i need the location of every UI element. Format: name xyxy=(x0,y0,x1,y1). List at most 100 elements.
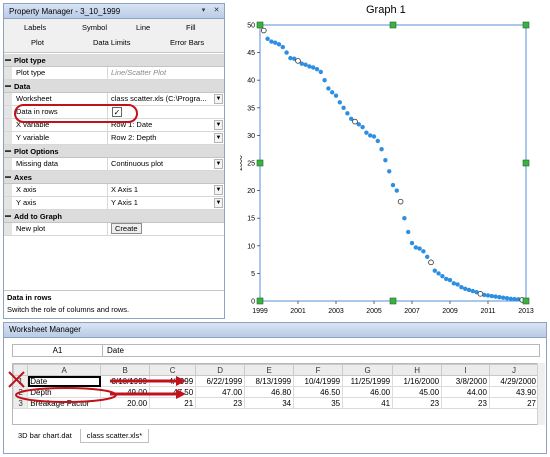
worksheet-cell[interactable]: 34 xyxy=(244,397,295,409)
section-add-to-graph[interactable]: ▬ Add to Graph xyxy=(4,210,224,223)
worksheet-cell[interactable]: Date xyxy=(27,375,102,387)
y-tick-label: 30 xyxy=(247,133,255,140)
data-point xyxy=(371,134,377,139)
row-header[interactable]: 3 xyxy=(13,397,29,409)
worksheet-cell[interactable]: 4/1999 xyxy=(149,375,197,387)
worksheet-cell[interactable]: 47.50 xyxy=(149,386,197,398)
hollow-data-point xyxy=(352,118,358,125)
tab-plot[interactable]: Plot xyxy=(31,38,44,47)
x-variable-select[interactable]: Row 1: Date ▼ xyxy=(111,120,223,130)
worksheet-cell[interactable]: 21 xyxy=(149,397,197,409)
worksheet-cell[interactable]: 44.00 xyxy=(441,386,490,398)
y-variable-select[interactable]: Row 2: Depth ▼ xyxy=(111,133,223,143)
sheet-tab-3d-bar-chart[interactable]: 3D bar chart.dat xyxy=(18,431,72,440)
column-header-h[interactable]: H xyxy=(392,364,443,376)
corner-header[interactable] xyxy=(13,364,29,376)
collapse-icon[interactable]: ▬ xyxy=(5,213,11,219)
column-header-f[interactable]: F xyxy=(293,364,344,376)
y-tick-label: 5 xyxy=(251,271,255,278)
create-button[interactable]: Create xyxy=(111,223,142,234)
scatter-chart[interactable]: 0 5 10 15 20 25 30 35 40 45 50 1999 2001 2003 2005 2007… xyxy=(240,15,540,318)
worksheet-cell[interactable]: 43.90 xyxy=(488,386,539,398)
data-point xyxy=(447,277,453,283)
data-point xyxy=(288,55,293,61)
missing-data-select[interactable]: Continuous plot ▼ xyxy=(111,159,223,169)
vertical-scrollbar[interactable] xyxy=(537,363,545,425)
column-header-j[interactable]: J xyxy=(488,364,539,376)
tab-data-limits[interactable]: Data Limits xyxy=(93,38,131,47)
chevron-down-icon[interactable]: ▼ xyxy=(214,159,223,169)
worksheet-cell[interactable]: 41 xyxy=(342,397,394,409)
collapse-icon[interactable]: ▬ xyxy=(5,83,11,89)
row-label: Y axis xyxy=(12,197,108,209)
y-tick-label: 45 xyxy=(247,50,255,57)
column-header-c[interactable]: C xyxy=(149,364,197,376)
worksheet-cell[interactable]: 49.00 xyxy=(100,386,151,398)
tab-line[interactable]: Line xyxy=(136,23,151,32)
cell-reference[interactable]: A1 xyxy=(13,345,103,356)
row-header[interactable]: 1 xyxy=(13,375,29,387)
worksheet-cell[interactable]: 47.00 xyxy=(195,386,246,398)
section-axes[interactable]: ▬ Axes xyxy=(4,171,224,184)
worksheet-cell[interactable]: Depth xyxy=(27,386,102,398)
pin-icon[interactable]: ▾ xyxy=(201,6,206,14)
close-icon[interactable]: ✕ xyxy=(213,6,220,14)
worksheet-cell[interactable]: 6/22/1999 xyxy=(195,375,246,387)
worksheet-cell[interactable]: 10/4/1999 xyxy=(293,375,344,387)
y-axis-select[interactable]: Y Axis 1 ▼ xyxy=(111,198,223,208)
chevron-down-icon[interactable]: ▼ xyxy=(214,185,223,195)
worksheet-cell[interactable]: 45.00 xyxy=(392,386,443,398)
worksheet-cell[interactable]: 3/10/1999 xyxy=(100,375,151,387)
worksheet-cell[interactable]: 46.80 xyxy=(244,386,295,398)
row-label: Missing data xyxy=(12,158,108,170)
section-plot-type[interactable]: ▬ Plot type xyxy=(4,54,224,67)
x-tick-label: 2007 xyxy=(404,308,420,315)
chevron-down-icon[interactable]: ▼ xyxy=(214,94,223,104)
worksheet-cell[interactable]: 23 xyxy=(392,397,443,409)
worksheet-cell[interactable]: 27 xyxy=(488,397,539,409)
section-plot-options[interactable]: ▬ Plot Options xyxy=(4,145,224,158)
worksheet-select[interactable]: class scatter.xls (C:\Progra... ▼ xyxy=(111,94,223,104)
section-data[interactable]: ▬ Data xyxy=(4,80,224,93)
tab-fill[interactable]: Fill xyxy=(186,23,196,32)
data-in-rows-checkbox[interactable]: ✓ xyxy=(112,107,122,117)
chevron-down-icon[interactable]: ▼ xyxy=(214,133,223,143)
worksheet-cell[interactable]: 11/25/1999 xyxy=(342,375,394,387)
row-header[interactable]: 2 xyxy=(13,386,29,398)
column-header-e[interactable]: E xyxy=(244,364,295,376)
data-point xyxy=(333,93,339,98)
chevron-down-icon[interactable]: ▼ xyxy=(214,120,223,130)
column-header-g[interactable]: G xyxy=(342,364,394,376)
worksheet-cell[interactable]: 20.00 xyxy=(100,397,151,409)
collapse-icon[interactable]: ▬ xyxy=(5,57,11,63)
collapse-icon[interactable]: ▬ xyxy=(5,174,11,180)
data-point xyxy=(265,36,270,41)
worksheet-cell[interactable]: 23 xyxy=(441,397,490,409)
tab-error-bars[interactable]: Error Bars xyxy=(170,38,205,47)
column-header-d[interactable]: D xyxy=(195,364,246,376)
column-header-a[interactable]: A xyxy=(27,364,102,376)
worksheet-cell[interactable]: 3/8/2000 xyxy=(441,375,490,387)
worksheet-cell[interactable]: 4/29/2000 xyxy=(488,375,539,387)
tab-symbol[interactable]: Symbol xyxy=(82,23,108,32)
chevron-down-icon[interactable]: ▼ xyxy=(214,198,223,208)
data-point xyxy=(512,296,517,302)
worksheet-cell[interactable]: 23 xyxy=(195,397,246,409)
sheet-tab-class-scatter[interactable]: class scatter.xls* xyxy=(79,429,150,443)
tab-labels[interactable]: Labels xyxy=(24,23,47,32)
worksheet-cell[interactable]: 46.50 xyxy=(293,386,344,398)
x-axis-select[interactable]: X Axis 1 ▼ xyxy=(111,185,223,195)
worksheet-cell[interactable]: 1/16/2000 xyxy=(392,375,443,387)
column-header-b[interactable]: B xyxy=(100,364,151,376)
worksheet-cell[interactable]: Breakage Factor xyxy=(27,397,102,409)
collapse-icon[interactable]: ▬ xyxy=(5,148,11,154)
formula-input[interactable]: Date xyxy=(107,346,124,355)
data-point xyxy=(341,105,346,111)
table-row: 1 Date 3/10/1999 4/1999 6/22/1999 8/13/1999 10… xyxy=(13,375,539,387)
column-header-i[interactable]: I xyxy=(441,364,490,376)
worksheet-cell[interactable]: 46.00 xyxy=(342,386,394,398)
worksheet-cell[interactable]: 8/13/1999 xyxy=(244,375,295,387)
worksheet-cell[interactable]: 35 xyxy=(293,397,344,409)
